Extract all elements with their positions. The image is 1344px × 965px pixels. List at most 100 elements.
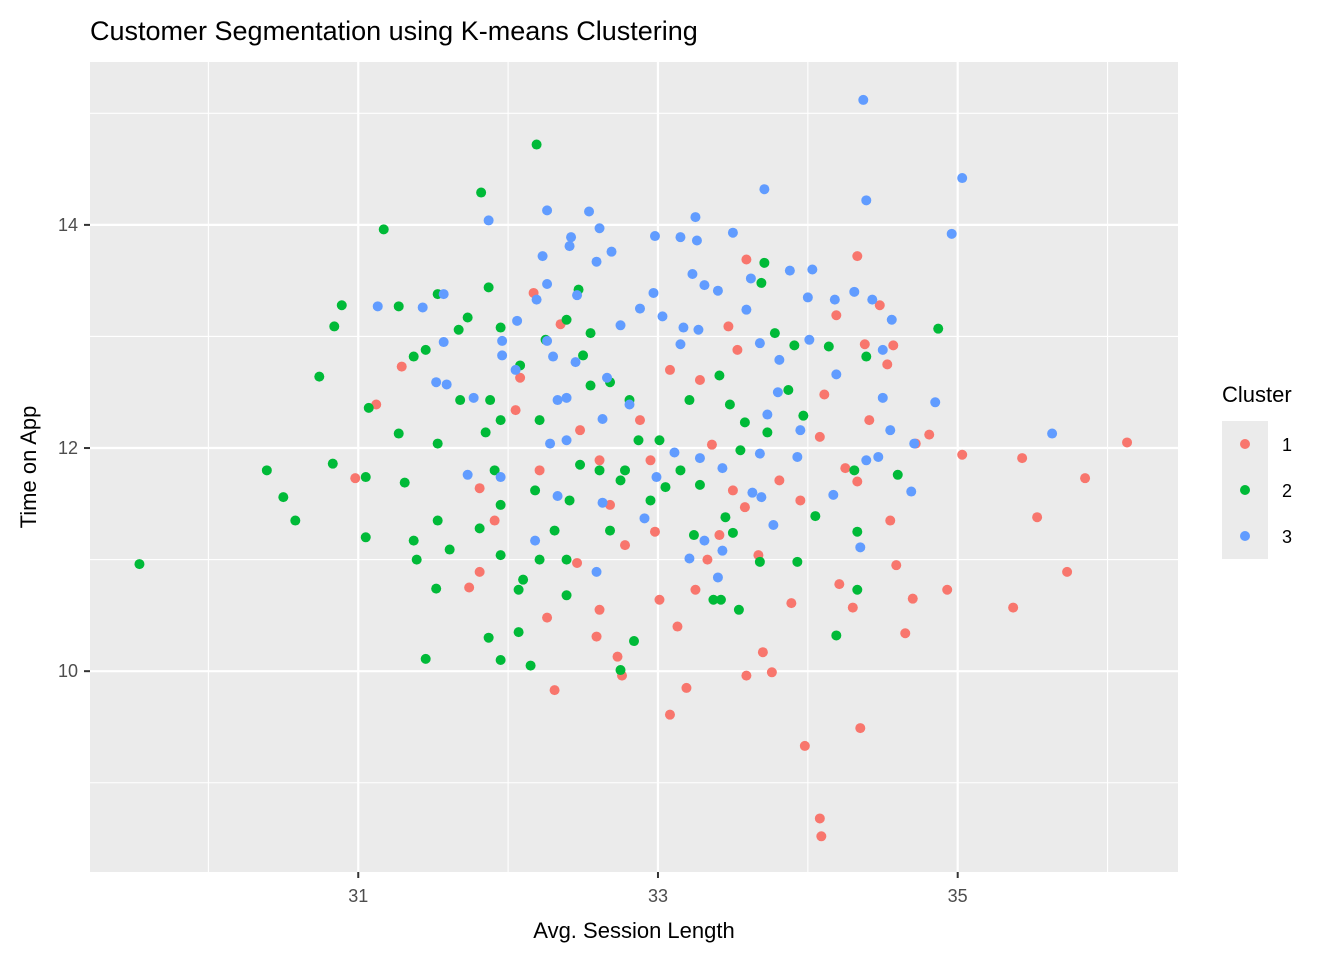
data-point-cluster-1 xyxy=(474,483,485,494)
data-point-cluster-2 xyxy=(852,526,863,537)
data-point-cluster-3 xyxy=(615,320,626,331)
data-point-cluster-3 xyxy=(594,223,605,234)
data-point-cluster-3 xyxy=(468,392,479,403)
data-point-cluster-1 xyxy=(371,399,382,410)
data-point-cluster-3 xyxy=(530,535,541,546)
data-point-cluster-3 xyxy=(747,487,758,498)
data-point-cluster-2 xyxy=(363,402,374,413)
data-point-cluster-1 xyxy=(834,579,845,590)
data-point-cluster-3 xyxy=(687,268,698,279)
data-point-cluster-2 xyxy=(561,590,572,601)
data-point-cluster-2 xyxy=(605,525,616,536)
data-point-cluster-3 xyxy=(861,455,872,466)
data-point-cluster-1 xyxy=(739,502,750,513)
data-point-cluster-2 xyxy=(534,554,545,565)
data-point-cluster-1 xyxy=(654,594,665,605)
data-point-cluster-3 xyxy=(649,231,660,242)
data-point-cluster-1 xyxy=(1062,566,1073,577)
data-point-cluster-2 xyxy=(495,499,506,510)
data-point-cluster-3 xyxy=(417,302,428,313)
data-point-cluster-1 xyxy=(799,740,810,751)
data-point-cluster-3 xyxy=(542,335,553,346)
data-point-cluster-1 xyxy=(774,475,785,486)
data-point-cluster-1 xyxy=(864,415,875,426)
data-point-cluster-2 xyxy=(278,492,289,503)
data-point-cluster-1 xyxy=(831,310,842,321)
data-point-cluster-3 xyxy=(885,425,896,436)
data-point-cluster-2 xyxy=(615,665,626,676)
data-point-cluster-2 xyxy=(513,584,524,595)
data-point-cluster-2 xyxy=(810,511,821,522)
data-point-cluster-3 xyxy=(741,304,752,315)
data-point-cluster-3 xyxy=(699,280,710,291)
data-point-cluster-3 xyxy=(756,492,767,503)
data-point-cluster-3 xyxy=(957,173,968,184)
data-point-cluster-2 xyxy=(444,544,455,555)
data-point-cluster-3 xyxy=(537,251,548,262)
y-tick-label: 12 xyxy=(58,438,78,458)
data-point-cluster-1 xyxy=(795,495,806,506)
data-point-cluster-2 xyxy=(378,224,389,235)
data-point-cluster-3 xyxy=(372,301,383,312)
data-point-cluster-2 xyxy=(798,410,809,421)
data-point-cluster-2 xyxy=(694,479,705,490)
data-point-cluster-2 xyxy=(645,495,656,506)
data-point-cluster-1 xyxy=(575,425,586,436)
data-point-cluster-3 xyxy=(495,472,506,483)
x-tick-label: 33 xyxy=(648,886,668,906)
data-point-cluster-1 xyxy=(549,685,560,696)
data-point-cluster-2 xyxy=(483,632,494,643)
data-point-cluster-3 xyxy=(694,453,705,464)
data-point-cluster-2 xyxy=(724,399,735,410)
data-point-cluster-1 xyxy=(672,621,683,632)
data-point-cluster-2 xyxy=(585,380,596,391)
data-point-cluster-3 xyxy=(561,435,572,446)
x-axis-label: Avg. Session Length xyxy=(533,918,734,943)
data-point-cluster-1 xyxy=(620,540,631,551)
data-point-cluster-2 xyxy=(769,328,780,339)
data-point-cluster-3 xyxy=(552,491,563,502)
data-point-cluster-2 xyxy=(654,435,665,446)
data-point-cluster-1 xyxy=(645,455,656,466)
data-point-cluster-2 xyxy=(708,594,719,605)
data-point-cluster-2 xyxy=(393,428,404,439)
legend-key-3 xyxy=(1240,531,1250,541)
data-point-cluster-1 xyxy=(757,647,768,658)
data-point-cluster-1 xyxy=(1122,437,1133,448)
data-point-cluster-3 xyxy=(768,520,779,531)
data-point-cluster-3 xyxy=(831,369,842,380)
data-point-cluster-3 xyxy=(462,469,473,480)
data-point-cluster-2 xyxy=(756,277,767,288)
data-point-cluster-1 xyxy=(396,361,407,372)
data-point-cluster-1 xyxy=(847,602,858,613)
data-point-cluster-2 xyxy=(399,477,410,488)
data-point-cluster-2 xyxy=(831,630,842,641)
data-point-cluster-1 xyxy=(572,557,583,568)
data-point-cluster-1 xyxy=(855,723,866,734)
data-point-cluster-3 xyxy=(597,414,608,425)
data-point-cluster-3 xyxy=(829,294,840,305)
data-point-cluster-2 xyxy=(727,527,738,538)
data-point-cluster-2 xyxy=(792,556,803,567)
data-point-cluster-1 xyxy=(1032,512,1043,523)
data-point-cluster-2 xyxy=(575,459,586,470)
data-point-cluster-3 xyxy=(867,294,878,305)
data-point-cluster-1 xyxy=(852,476,863,487)
data-point-cluster-3 xyxy=(639,513,650,524)
data-point-cluster-1 xyxy=(882,359,893,370)
data-point-cluster-2 xyxy=(531,139,542,150)
data-point-cluster-1 xyxy=(786,598,797,609)
data-point-cluster-3 xyxy=(792,451,803,462)
data-point-cluster-3 xyxy=(561,392,572,403)
data-point-cluster-1 xyxy=(723,321,734,332)
data-point-cluster-2 xyxy=(684,395,695,406)
data-point-cluster-3 xyxy=(497,350,508,361)
data-point-cluster-3 xyxy=(591,566,602,577)
data-point-cluster-3 xyxy=(727,227,738,238)
data-point-cluster-3 xyxy=(795,425,806,436)
data-point-cluster-3 xyxy=(807,264,818,275)
data-point-cluster-3 xyxy=(712,285,723,296)
data-point-cluster-1 xyxy=(819,389,830,400)
data-point-cluster-3 xyxy=(691,235,702,246)
axes: 31 33 35 10 12 14 xyxy=(58,215,968,906)
